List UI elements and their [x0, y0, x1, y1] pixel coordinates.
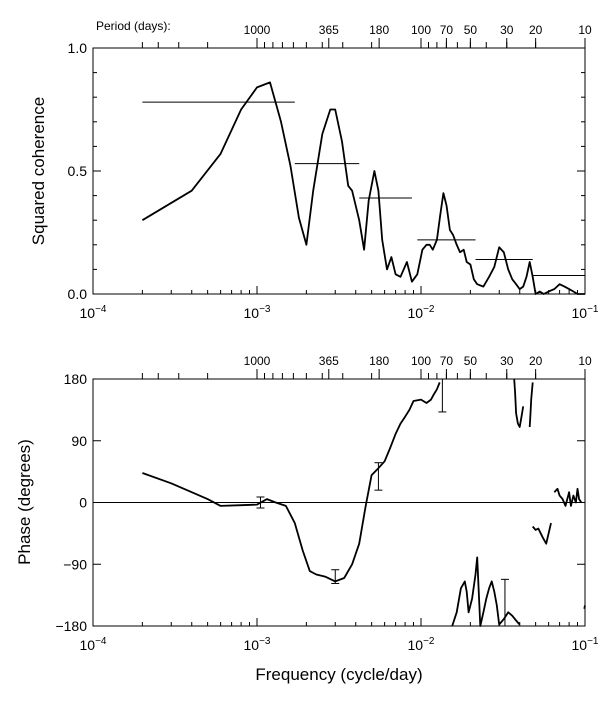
frequency-x-axis-label: Frequency (cycle/day) — [255, 665, 422, 684]
y-tick-label: 0.5 — [68, 163, 88, 179]
x-tick-label: 10−2 — [408, 636, 435, 653]
error-bar — [256, 496, 265, 509]
series-line — [553, 487, 583, 507]
period-tick-label: 100 — [411, 23, 431, 37]
phase-ticks: 10−4 10−3 10−2 10−1 −180 −90 0 90 180 1000 365 180 1… — [55, 354, 598, 653]
y-tick-label: 180 — [64, 371, 88, 387]
phase-panel: Phase (degrees) Frequency (cycle/day) 10… — [15, 354, 599, 684]
period-tick-label: 1000 — [244, 354, 271, 368]
period-tick-label: 180 — [369, 354, 389, 368]
period-tick-label: 50 — [464, 354, 478, 368]
period-axis-label: Period (days): — [96, 19, 171, 33]
error-bar — [331, 569, 340, 584]
phase-y-axis-label: Phase (degrees) — [15, 439, 34, 565]
series-line — [141, 81, 585, 295]
x-tick-label: 10−3 — [244, 636, 271, 653]
series-line — [583, 605, 586, 609]
y-tick-label: −90 — [63, 556, 87, 572]
phase-data — [93, 378, 586, 627]
error-bar — [374, 462, 383, 491]
x-tick-label: 10−4 — [80, 304, 107, 321]
period-tick-label: 20 — [529, 354, 543, 368]
x-tick-label: 10−2 — [408, 304, 435, 321]
period-tick-label: 1000 — [244, 23, 271, 37]
series-line — [142, 382, 441, 583]
x-tick-label: 10−1 — [572, 636, 599, 653]
coherence-y-axis-label: Squared coherence — [29, 97, 48, 245]
x-tick-label: 10−4 — [80, 636, 107, 653]
period-tick-label: 10 — [578, 354, 592, 368]
series-line — [451, 556, 521, 627]
series-line — [532, 522, 552, 545]
y-tick-label: −180 — [55, 618, 87, 634]
period-tick-label: 30 — [500, 354, 514, 368]
period-tick-label: 20 — [529, 23, 543, 37]
period-tick-label: 10 — [578, 23, 592, 37]
period-tick-label: 365 — [319, 354, 339, 368]
y-tick-label: 1.0 — [68, 40, 88, 56]
period-tick-label: 50 — [464, 23, 478, 37]
series-line — [528, 382, 534, 428]
period-tick-label: 100 — [411, 354, 431, 368]
coherence-ticks: 10−4 10−3 10−2 10−1 0.0 0.5 1.0 1000 365 180 100 70… — [68, 23, 599, 321]
x-tick-label: 10−1 — [572, 304, 599, 321]
y-tick-label: 90 — [71, 433, 87, 449]
error-bar — [500, 578, 509, 627]
coherence-data — [141, 81, 585, 295]
coherence-plot-frame — [92, 47, 586, 295]
period-tick-label: 70 — [440, 354, 454, 368]
coherence-panel: Period (days): Squared coherence 10−4 10−… — [29, 19, 599, 321]
series-line — [513, 378, 525, 428]
y-tick-label: 0.0 — [68, 286, 88, 302]
period-tick-label: 30 — [500, 23, 514, 37]
period-tick-label: 70 — [440, 23, 454, 37]
period-tick-label: 365 — [319, 23, 339, 37]
error-bar — [438, 378, 447, 413]
period-tick-label: 180 — [369, 23, 389, 37]
y-tick-label: 0 — [79, 495, 87, 511]
x-tick-label: 10−3 — [244, 304, 271, 321]
